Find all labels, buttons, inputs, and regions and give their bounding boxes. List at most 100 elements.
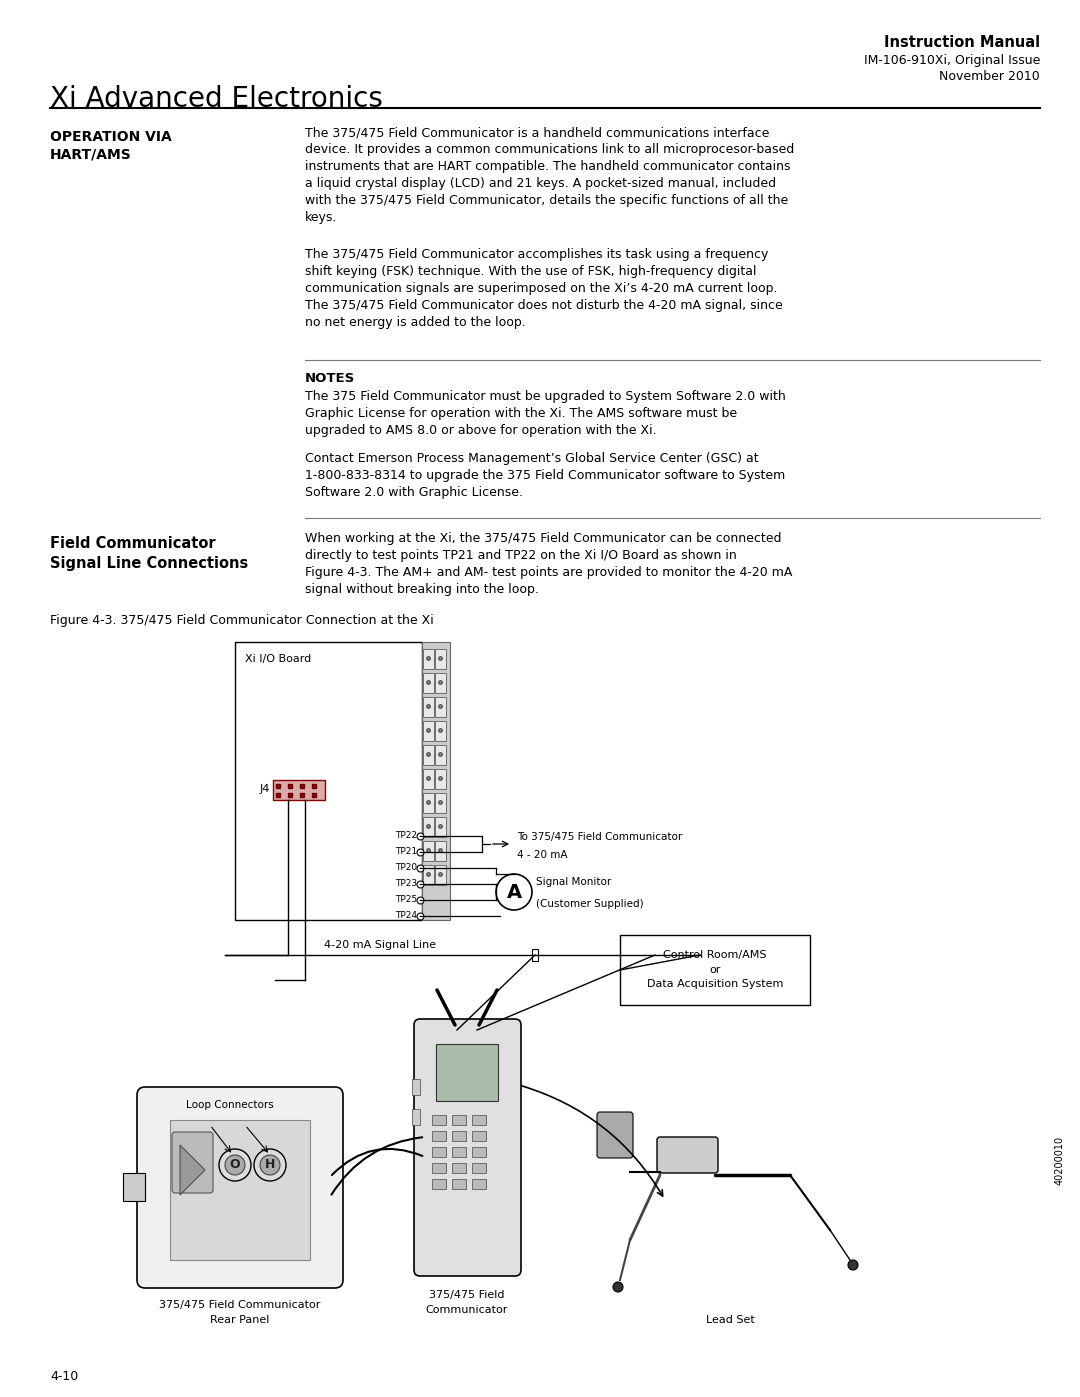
Bar xyxy=(432,1147,446,1157)
Text: When working at the Xi, the 375/475 Field Communicator can be connected
directly: When working at the Xi, the 375/475 Fiel… xyxy=(305,532,793,597)
Text: The 375 Field Communicator must be upgraded to System Software 2.0 with
Graphic : The 375 Field Communicator must be upgra… xyxy=(305,390,786,437)
Text: 40200010: 40200010 xyxy=(1055,1136,1065,1185)
Bar xyxy=(453,1147,465,1157)
Text: November 2010: November 2010 xyxy=(940,70,1040,82)
Text: To 375/475 Field Communicator: To 375/475 Field Communicator xyxy=(517,833,683,842)
FancyBboxPatch shape xyxy=(414,1018,521,1275)
Text: 4-20 mA Signal Line: 4-20 mA Signal Line xyxy=(324,940,436,950)
Text: Contact Emerson Process Management’s Global Service Center (GSC) at
1-800-833-83: Contact Emerson Process Management’s Glo… xyxy=(305,453,785,499)
Text: The 375/475 Field Communicator is a handheld communications interface
device. It: The 375/475 Field Communicator is a hand… xyxy=(305,126,794,224)
Text: Figure 4-3. 375/475 Field Communicator Connection at the Xi: Figure 4-3. 375/475 Field Communicator C… xyxy=(50,615,434,627)
Text: A: A xyxy=(507,883,522,901)
Bar xyxy=(423,841,434,861)
Text: Lead Set: Lead Set xyxy=(705,1315,754,1324)
Bar xyxy=(432,1132,446,1141)
Bar xyxy=(453,1179,465,1189)
Text: Loop Connectors: Loop Connectors xyxy=(186,1099,274,1111)
Text: TP24: TP24 xyxy=(395,911,417,921)
Bar xyxy=(620,935,810,1004)
Text: (Customer Supplied): (Customer Supplied) xyxy=(536,900,644,909)
Bar xyxy=(422,643,450,921)
Bar xyxy=(273,780,325,800)
Text: Instruction Manual: Instruction Manual xyxy=(883,35,1040,50)
Bar xyxy=(423,793,434,813)
Text: Xi I/O Board: Xi I/O Board xyxy=(245,654,311,664)
Bar xyxy=(453,1132,465,1141)
Text: Rear Panel: Rear Panel xyxy=(211,1315,270,1324)
Text: H: H xyxy=(265,1158,275,1172)
Text: Xi Advanced Electronics: Xi Advanced Electronics xyxy=(50,85,383,113)
Bar xyxy=(423,745,434,766)
Text: TP22: TP22 xyxy=(395,831,417,841)
Text: HART/AMS: HART/AMS xyxy=(50,148,132,162)
Bar xyxy=(435,768,446,789)
Text: or: or xyxy=(710,965,720,975)
Bar xyxy=(435,841,446,861)
Bar xyxy=(432,1162,446,1173)
Text: IM-106-910Xi, Original Issue: IM-106-910Xi, Original Issue xyxy=(864,54,1040,67)
FancyBboxPatch shape xyxy=(172,1132,213,1193)
Text: The 375/475 Field Communicator accomplishes its task using a frequency
shift key: The 375/475 Field Communicator accomplis… xyxy=(305,249,783,330)
Text: 4 - 20 mA: 4 - 20 mA xyxy=(517,849,567,861)
Text: O: O xyxy=(230,1158,241,1172)
Bar xyxy=(435,721,446,740)
Text: 375/475 Field Communicator: 375/475 Field Communicator xyxy=(160,1301,321,1310)
Bar xyxy=(432,1115,446,1125)
Text: Control Room/AMS: Control Room/AMS xyxy=(663,950,767,960)
FancyBboxPatch shape xyxy=(597,1112,633,1158)
Bar xyxy=(435,865,446,886)
FancyBboxPatch shape xyxy=(657,1137,718,1173)
Bar xyxy=(435,673,446,693)
Bar xyxy=(432,1179,446,1189)
Circle shape xyxy=(260,1155,280,1175)
Bar xyxy=(472,1147,486,1157)
Bar xyxy=(472,1179,486,1189)
Bar xyxy=(235,643,422,921)
Text: Data Acquisition System: Data Acquisition System xyxy=(647,979,783,989)
Text: NOTES: NOTES xyxy=(305,372,355,386)
Bar xyxy=(435,745,446,766)
Bar xyxy=(435,697,446,717)
Text: J4: J4 xyxy=(259,784,270,793)
Bar xyxy=(453,1162,465,1173)
Text: 4-10: 4-10 xyxy=(50,1370,78,1383)
Bar xyxy=(435,793,446,813)
Text: 375/475 Field: 375/475 Field xyxy=(429,1289,504,1301)
Bar xyxy=(453,1115,465,1125)
Bar xyxy=(472,1162,486,1173)
Bar xyxy=(435,817,446,837)
Text: TP25: TP25 xyxy=(395,895,417,904)
Bar xyxy=(411,1078,420,1095)
Circle shape xyxy=(254,1148,286,1180)
Circle shape xyxy=(225,1155,245,1175)
Text: OPERATION VIA: OPERATION VIA xyxy=(50,130,172,144)
Text: TP21: TP21 xyxy=(395,848,417,856)
Circle shape xyxy=(219,1148,251,1180)
Bar xyxy=(423,673,434,693)
Bar xyxy=(472,1132,486,1141)
Text: Communicator: Communicator xyxy=(426,1305,509,1315)
Circle shape xyxy=(613,1282,623,1292)
Text: Signal Monitor: Signal Monitor xyxy=(536,877,611,887)
Bar xyxy=(423,768,434,789)
Bar xyxy=(423,721,434,740)
Text: Field Communicator: Field Communicator xyxy=(50,536,216,550)
Polygon shape xyxy=(180,1146,205,1194)
Bar xyxy=(423,697,434,717)
Text: TP23: TP23 xyxy=(395,880,417,888)
Bar xyxy=(652,949,658,961)
FancyBboxPatch shape xyxy=(137,1087,343,1288)
Bar xyxy=(472,1115,486,1125)
Text: Signal Line Connections: Signal Line Connections xyxy=(50,556,248,571)
Text: TP20: TP20 xyxy=(395,863,417,873)
Bar xyxy=(170,1120,310,1260)
FancyBboxPatch shape xyxy=(436,1044,498,1101)
Circle shape xyxy=(848,1260,858,1270)
Bar xyxy=(123,1173,145,1201)
Circle shape xyxy=(496,875,532,909)
Bar xyxy=(411,1109,420,1125)
Bar xyxy=(435,650,446,669)
Bar xyxy=(423,817,434,837)
Bar xyxy=(532,949,538,961)
Bar xyxy=(423,650,434,669)
